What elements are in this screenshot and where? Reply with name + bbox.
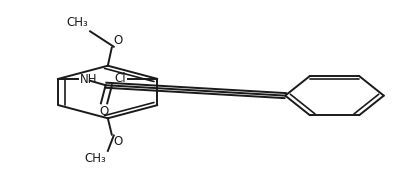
Text: O: O: [114, 34, 123, 47]
Text: O: O: [99, 105, 109, 118]
Text: Cl: Cl: [114, 72, 126, 85]
Text: CH₃: CH₃: [84, 152, 106, 165]
Text: CH₃: CH₃: [66, 17, 88, 29]
Text: NH: NH: [80, 73, 98, 86]
Text: O: O: [114, 135, 123, 148]
